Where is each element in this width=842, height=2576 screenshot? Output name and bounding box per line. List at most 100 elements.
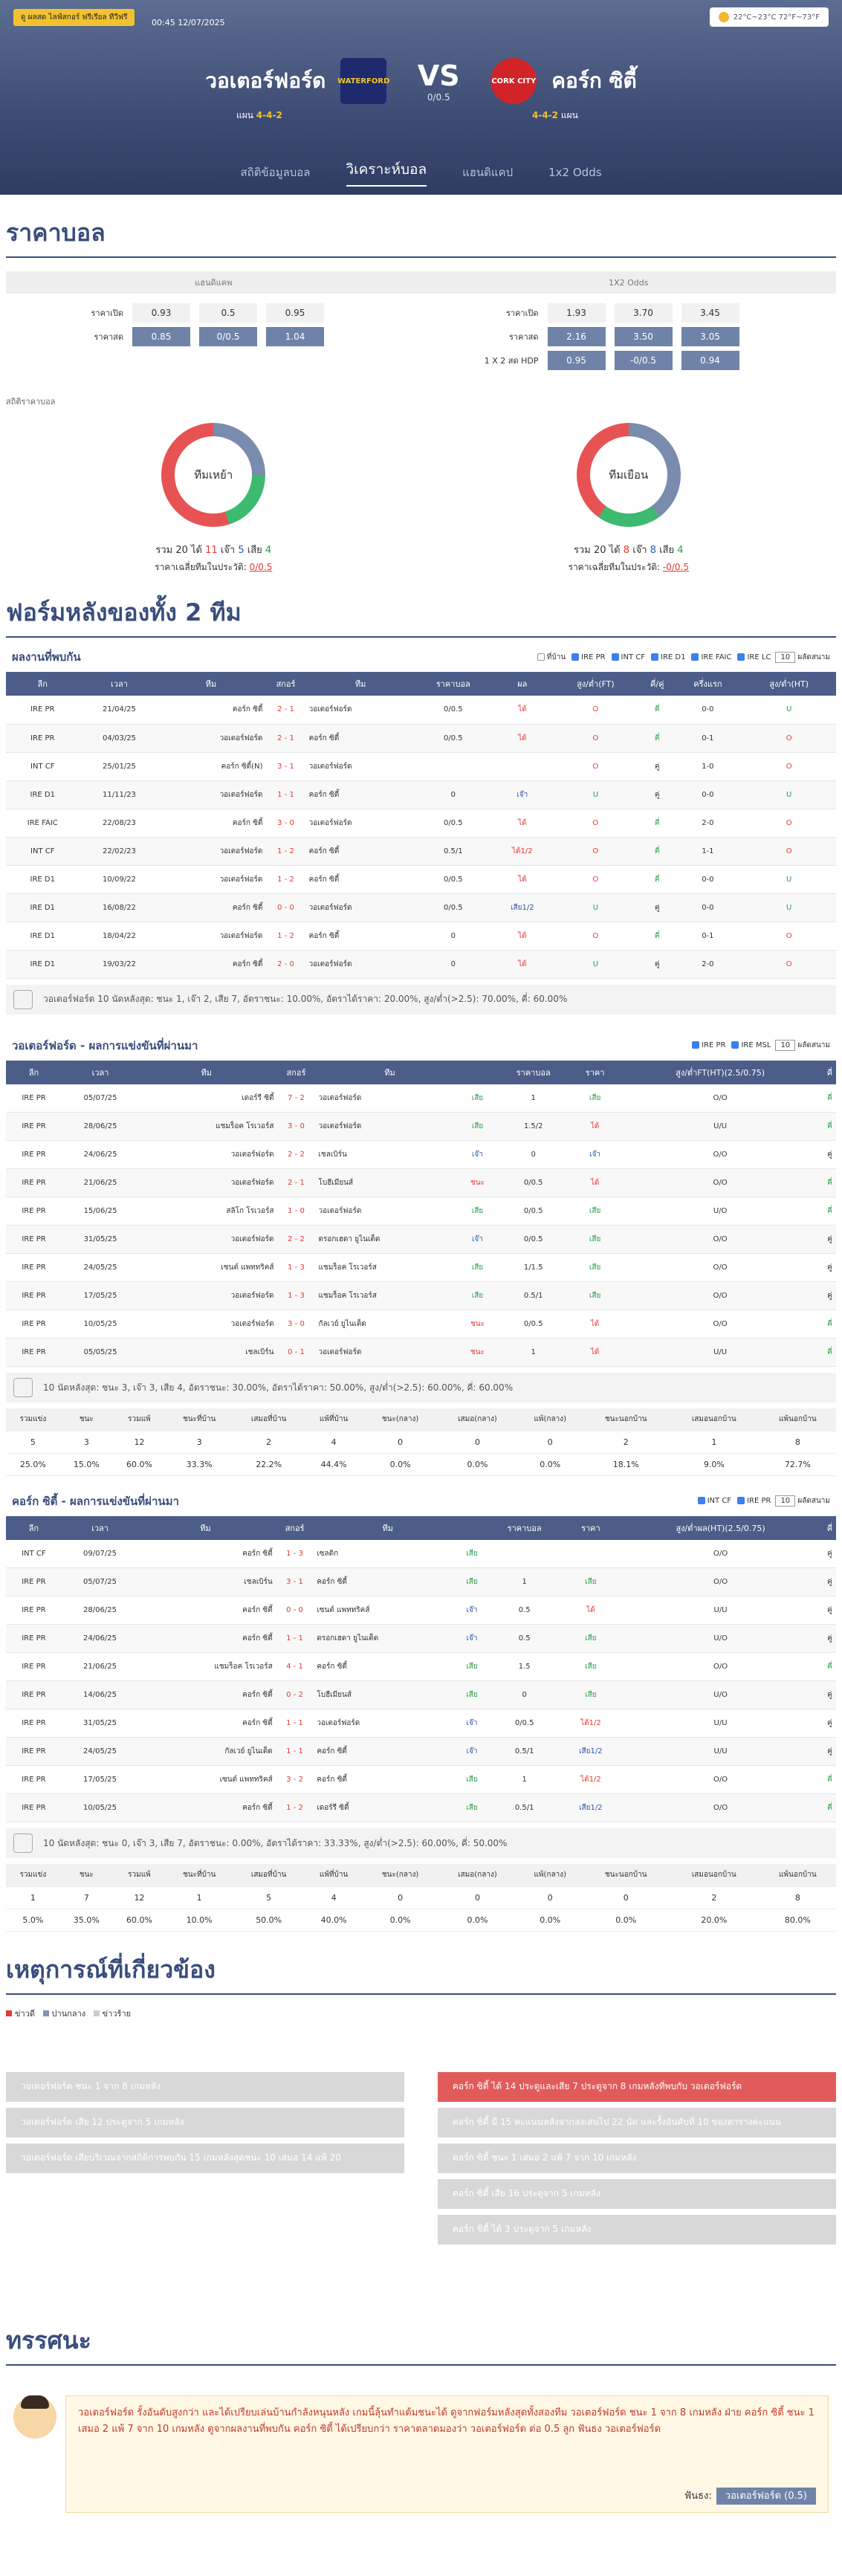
- table-cell[interactable]: คอร์ก ซิตี้: [159, 696, 263, 725]
- table-cell[interactable]: เซนต์ แพททริคส์: [139, 1253, 274, 1282]
- checkbox-icon[interactable]: [692, 1041, 700, 1049]
- table-cell[interactable]: คอร์ก ซิตี้: [138, 1793, 273, 1822]
- table-row[interactable]: IRE PR 24/05/25 กัลเวย์ ยูไนเต็ด 1 - 1 คอร์ก…: [6, 1737, 836, 1766]
- table-row[interactable]: IRE PR 24/06/25 คอร์ก ซิตี้ 1 - 1 ดรอกเฮดา ย…: [6, 1624, 836, 1653]
- table-cell[interactable]: แชมร็อค โรเวอร์ส: [139, 1112, 274, 1141]
- table-cell[interactable]: วอเตอร์ฟอร์ด: [308, 893, 412, 922]
- table-cell[interactable]: วอเตอร์ฟอร์ด: [139, 1140, 274, 1169]
- table-row[interactable]: IRE PR 31/05/25 วอเตอร์ฟอร์ด 2 - 2 ดรอกเฮดา …: [6, 1225, 836, 1254]
- checkbox-icon[interactable]: [571, 653, 580, 661]
- table-cell[interactable]: คอร์ก ซิตี้: [308, 865, 412, 894]
- live-button[interactable]: ดู ผลสด ไลฟ์สกอร์ ฟรีเรียล ทีวีฟรี: [13, 8, 135, 26]
- table-cell[interactable]: วอเตอร์ฟอร์ด: [318, 1197, 462, 1226]
- count-select[interactable]: 10: [775, 1040, 796, 1051]
- table-cell[interactable]: คอร์ก ซิตี้: [308, 780, 412, 809]
- table-row[interactable]: IRE PR 21/06/25 แชมร็อค โรเวอร์ส 4 - 1 คอร์ก…: [6, 1652, 836, 1681]
- table-cell[interactable]: แชมร็อค โรเวอร์ส: [318, 1281, 462, 1310]
- table-row[interactable]: IRE D1 16/08/22 คอร์ก ซิตี้ 0 - 0 วอเตอร์ฟอร…: [6, 893, 836, 922]
- table-row[interactable]: INT CF 25/01/25 คอร์ก ซิตี้(N) 3 - 1 วอเตอร์…: [6, 752, 836, 781]
- checkbox-icon[interactable]: [737, 653, 745, 661]
- table-cell[interactable]: คอร์ก ซิตี้: [159, 809, 263, 838]
- table-cell[interactable]: ดรอกเฮดา ยูไนเต็ด: [318, 1225, 462, 1254]
- table-cell[interactable]: คอร์ก ซิตี้: [138, 1596, 273, 1625]
- table-cell[interactable]: คอร์ก ซิตี้: [308, 922, 412, 951]
- tab-stats[interactable]: สถิติข้อมูลบอล: [240, 166, 311, 179]
- table-cell[interactable]: วอเตอร์ฟอร์ด: [308, 696, 412, 725]
- count-select[interactable]: 10: [775, 651, 796, 663]
- table-row[interactable]: IRE D1 19/03/22 คอร์ก ซิตี้ 2 - 0 วอเตอร์ฟอร…: [6, 950, 836, 979]
- away-team-name[interactable]: คอร์ก ซิตี้: [551, 68, 637, 93]
- table-cell[interactable]: โบฮีเมียนส์: [318, 1168, 462, 1197]
- table-cell[interactable]: คอร์ก ซิตี้: [317, 1737, 459, 1766]
- table-cell[interactable]: วอเตอร์ฟอร์ด: [139, 1310, 274, 1339]
- table-cell[interactable]: สลิโก โรเวอร์ส: [139, 1197, 274, 1226]
- table-row[interactable]: IRE PR 15/06/25 สลิโก โรเวอร์ส 1 - 0 วอเตอร์…: [6, 1197, 836, 1226]
- table-cell[interactable]: วอเตอร์ฟอร์ด: [159, 724, 263, 753]
- table-cell[interactable]: วอเตอร์ฟอร์ด: [318, 1338, 462, 1367]
- checkbox-icon[interactable]: [691, 653, 699, 661]
- table-row[interactable]: IRE PR 17/05/25 เซนต์ แพททริคส์ 3 - 2 คอร์ก …: [6, 1765, 836, 1794]
- checkbox-icon[interactable]: [737, 1497, 745, 1504]
- table-cell[interactable]: แชมร็อค โรเวอร์ส: [318, 1253, 462, 1282]
- table-row[interactable]: IRE PR 14/06/25 คอร์ก ซิตี้ 0 - 2 โบฮีเมียนส…: [6, 1680, 836, 1709]
- checkbox-icon[interactable]: [731, 1041, 739, 1049]
- tab-handicap[interactable]: แฮนดิแคป: [462, 166, 514, 179]
- tab-1x2-odds[interactable]: 1X2 Odds: [609, 277, 649, 288]
- table-cell[interactable]: วอเตอร์ฟอร์ด: [159, 865, 263, 894]
- table-cell[interactable]: วอเตอร์ฟอร์ด: [139, 1225, 274, 1254]
- table-row[interactable]: INT CF 09/07/25 คอร์ก ซิตี้ 1 - 3 เซลติก เสีย…: [6, 1539, 836, 1568]
- checkbox-icon[interactable]: [651, 653, 658, 661]
- table-cell[interactable]: คอร์ก ซิตี้: [308, 837, 412, 866]
- table-cell[interactable]: ดรอกเฮดา ยูไนเต็ด: [317, 1624, 459, 1653]
- table-cell[interactable]: วอเตอร์ฟอร์ด: [159, 922, 263, 951]
- table-cell[interactable]: คอร์ก ซิตี้: [317, 1567, 459, 1596]
- table-cell[interactable]: เซลติก: [317, 1539, 459, 1568]
- table-row[interactable]: IRE PR 28/06/25 คอร์ก ซิตี้ 0 - 0 เซนต์ แพทท…: [6, 1596, 836, 1625]
- checkbox-icon[interactable]: [697, 1497, 705, 1504]
- table-cell[interactable]: แชมร็อค โรเวอร์ส: [138, 1652, 273, 1681]
- table-row[interactable]: IRE PR 17/05/25 วอเตอร์ฟอร์ด 1 - 3 แชมร็อค โ…: [6, 1281, 836, 1310]
- table-row[interactable]: IRE PR 28/06/25 แชมร็อค โรเวอร์ส 3 - 0 วอเตอ…: [6, 1112, 836, 1141]
- table-row[interactable]: IRE PR 10/05/25 วอเตอร์ฟอร์ด 3 - 0 กัลเวย์ ย…: [6, 1310, 836, 1339]
- table-cell[interactable]: วอเตอร์ฟอร์ด: [318, 1084, 462, 1113]
- table-cell[interactable]: เดอร์รี ซิตี้: [317, 1793, 459, 1822]
- table-cell[interactable]: โบฮีเมียนส์: [317, 1680, 459, 1709]
- table-cell[interactable]: กัลเวย์ ยูไนเต็ด: [318, 1310, 462, 1339]
- table-row[interactable]: IRE PR 21/06/25 วอเตอร์ฟอร์ด 2 - 1 โบฮีเมียน…: [6, 1168, 836, 1197]
- table-cell[interactable]: วอเตอร์ฟอร์ด: [318, 1112, 462, 1141]
- table-cell[interactable]: คอร์ก ซิตี้: [317, 1765, 459, 1794]
- table-cell[interactable]: วอเตอร์ฟอร์ด: [308, 809, 412, 838]
- table-cell[interactable]: วอเตอร์ฟอร์ด: [317, 1709, 459, 1738]
- table-cell[interactable]: เชลเบิร์น: [139, 1338, 274, 1367]
- table-cell[interactable]: วอเตอร์ฟอร์ด: [308, 752, 412, 781]
- table-row[interactable]: IRE PR 24/05/25 เซนต์ แพททริคส์ 1 - 3 แชมร็อ…: [6, 1253, 836, 1282]
- table-cell[interactable]: วอเตอร์ฟอร์ด: [139, 1168, 274, 1197]
- table-row[interactable]: IRE PR 24/06/25 วอเตอร์ฟอร์ด 2 - 2 เชลเบิร์น…: [6, 1140, 836, 1169]
- table-cell[interactable]: วอเตอร์ฟอร์ด: [159, 780, 263, 809]
- table-cell[interactable]: วอเตอร์ฟอร์ด: [139, 1281, 274, 1310]
- home-team-name[interactable]: วอเตอร์ฟอร์ด: [205, 68, 326, 93]
- table-cell[interactable]: เดอร์รี ซิตี้: [139, 1084, 274, 1113]
- tab-analysis[interactable]: วิเคราะห์บอล: [346, 158, 427, 187]
- count-select[interactable]: 10: [775, 1495, 796, 1507]
- table-row[interactable]: IRE PR 21/04/25 คอร์ก ซิตี้ 2 - 1 วอเตอร์ฟอร…: [6, 696, 836, 725]
- table-cell[interactable]: คอร์ก ซิตี้: [138, 1539, 273, 1568]
- table-row[interactable]: IRE PR 05/07/25 เชลเบิร์น 3 - 1 คอร์ก ซิตี้เ…: [6, 1567, 836, 1596]
- table-cell[interactable]: คอร์ก ซิตี้(N): [159, 752, 263, 781]
- table-row[interactable]: IRE D1 18/04/22 วอเตอร์ฟอร์ด 1 - 2 คอร์ก ซิต…: [6, 922, 836, 951]
- table-cell[interactable]: เชลเบิร์น: [138, 1567, 273, 1596]
- table-row[interactable]: IRE D1 11/11/23 วอเตอร์ฟอร์ด 1 - 1 คอร์ก ซิต…: [6, 780, 836, 809]
- table-cell[interactable]: คอร์ก ซิตี้: [159, 950, 263, 979]
- table-row[interactable]: INT CF 22/02/23 วอเตอร์ฟอร์ด 1 - 2 คอร์ก ซิต…: [6, 837, 836, 866]
- table-cell[interactable]: คอร์ก ซิตี้: [138, 1624, 273, 1653]
- table-row[interactable]: IRE PR 04/03/25 วอเตอร์ฟอร์ด 2 - 1 คอร์ก ซิต…: [6, 724, 836, 753]
- tab-hdp[interactable]: แฮนดิแคพ: [195, 278, 233, 288]
- table-row[interactable]: IRE PR 05/05/25 เชลเบิร์น 0 - 1 วอเตอร์ฟอร์ด…: [6, 1338, 836, 1367]
- tab-1x2[interactable]: 1x2 Odds: [548, 166, 602, 179]
- checkbox-icon[interactable]: [537, 653, 545, 661]
- table-cell[interactable]: เชลเบิร์น: [318, 1140, 462, 1169]
- table-cell[interactable]: คอร์ก ซิตี้: [317, 1652, 459, 1681]
- table-row[interactable]: IRE D1 10/09/22 วอเตอร์ฟอร์ด 1 - 2 คอร์ก ซิต…: [6, 865, 836, 894]
- table-row[interactable]: IRE PR 10/05/25 คอร์ก ซิตี้ 1 - 2 เดอร์รี ซิ…: [6, 1793, 836, 1822]
- table-cell[interactable]: เซนต์ แพททริคส์: [317, 1596, 459, 1625]
